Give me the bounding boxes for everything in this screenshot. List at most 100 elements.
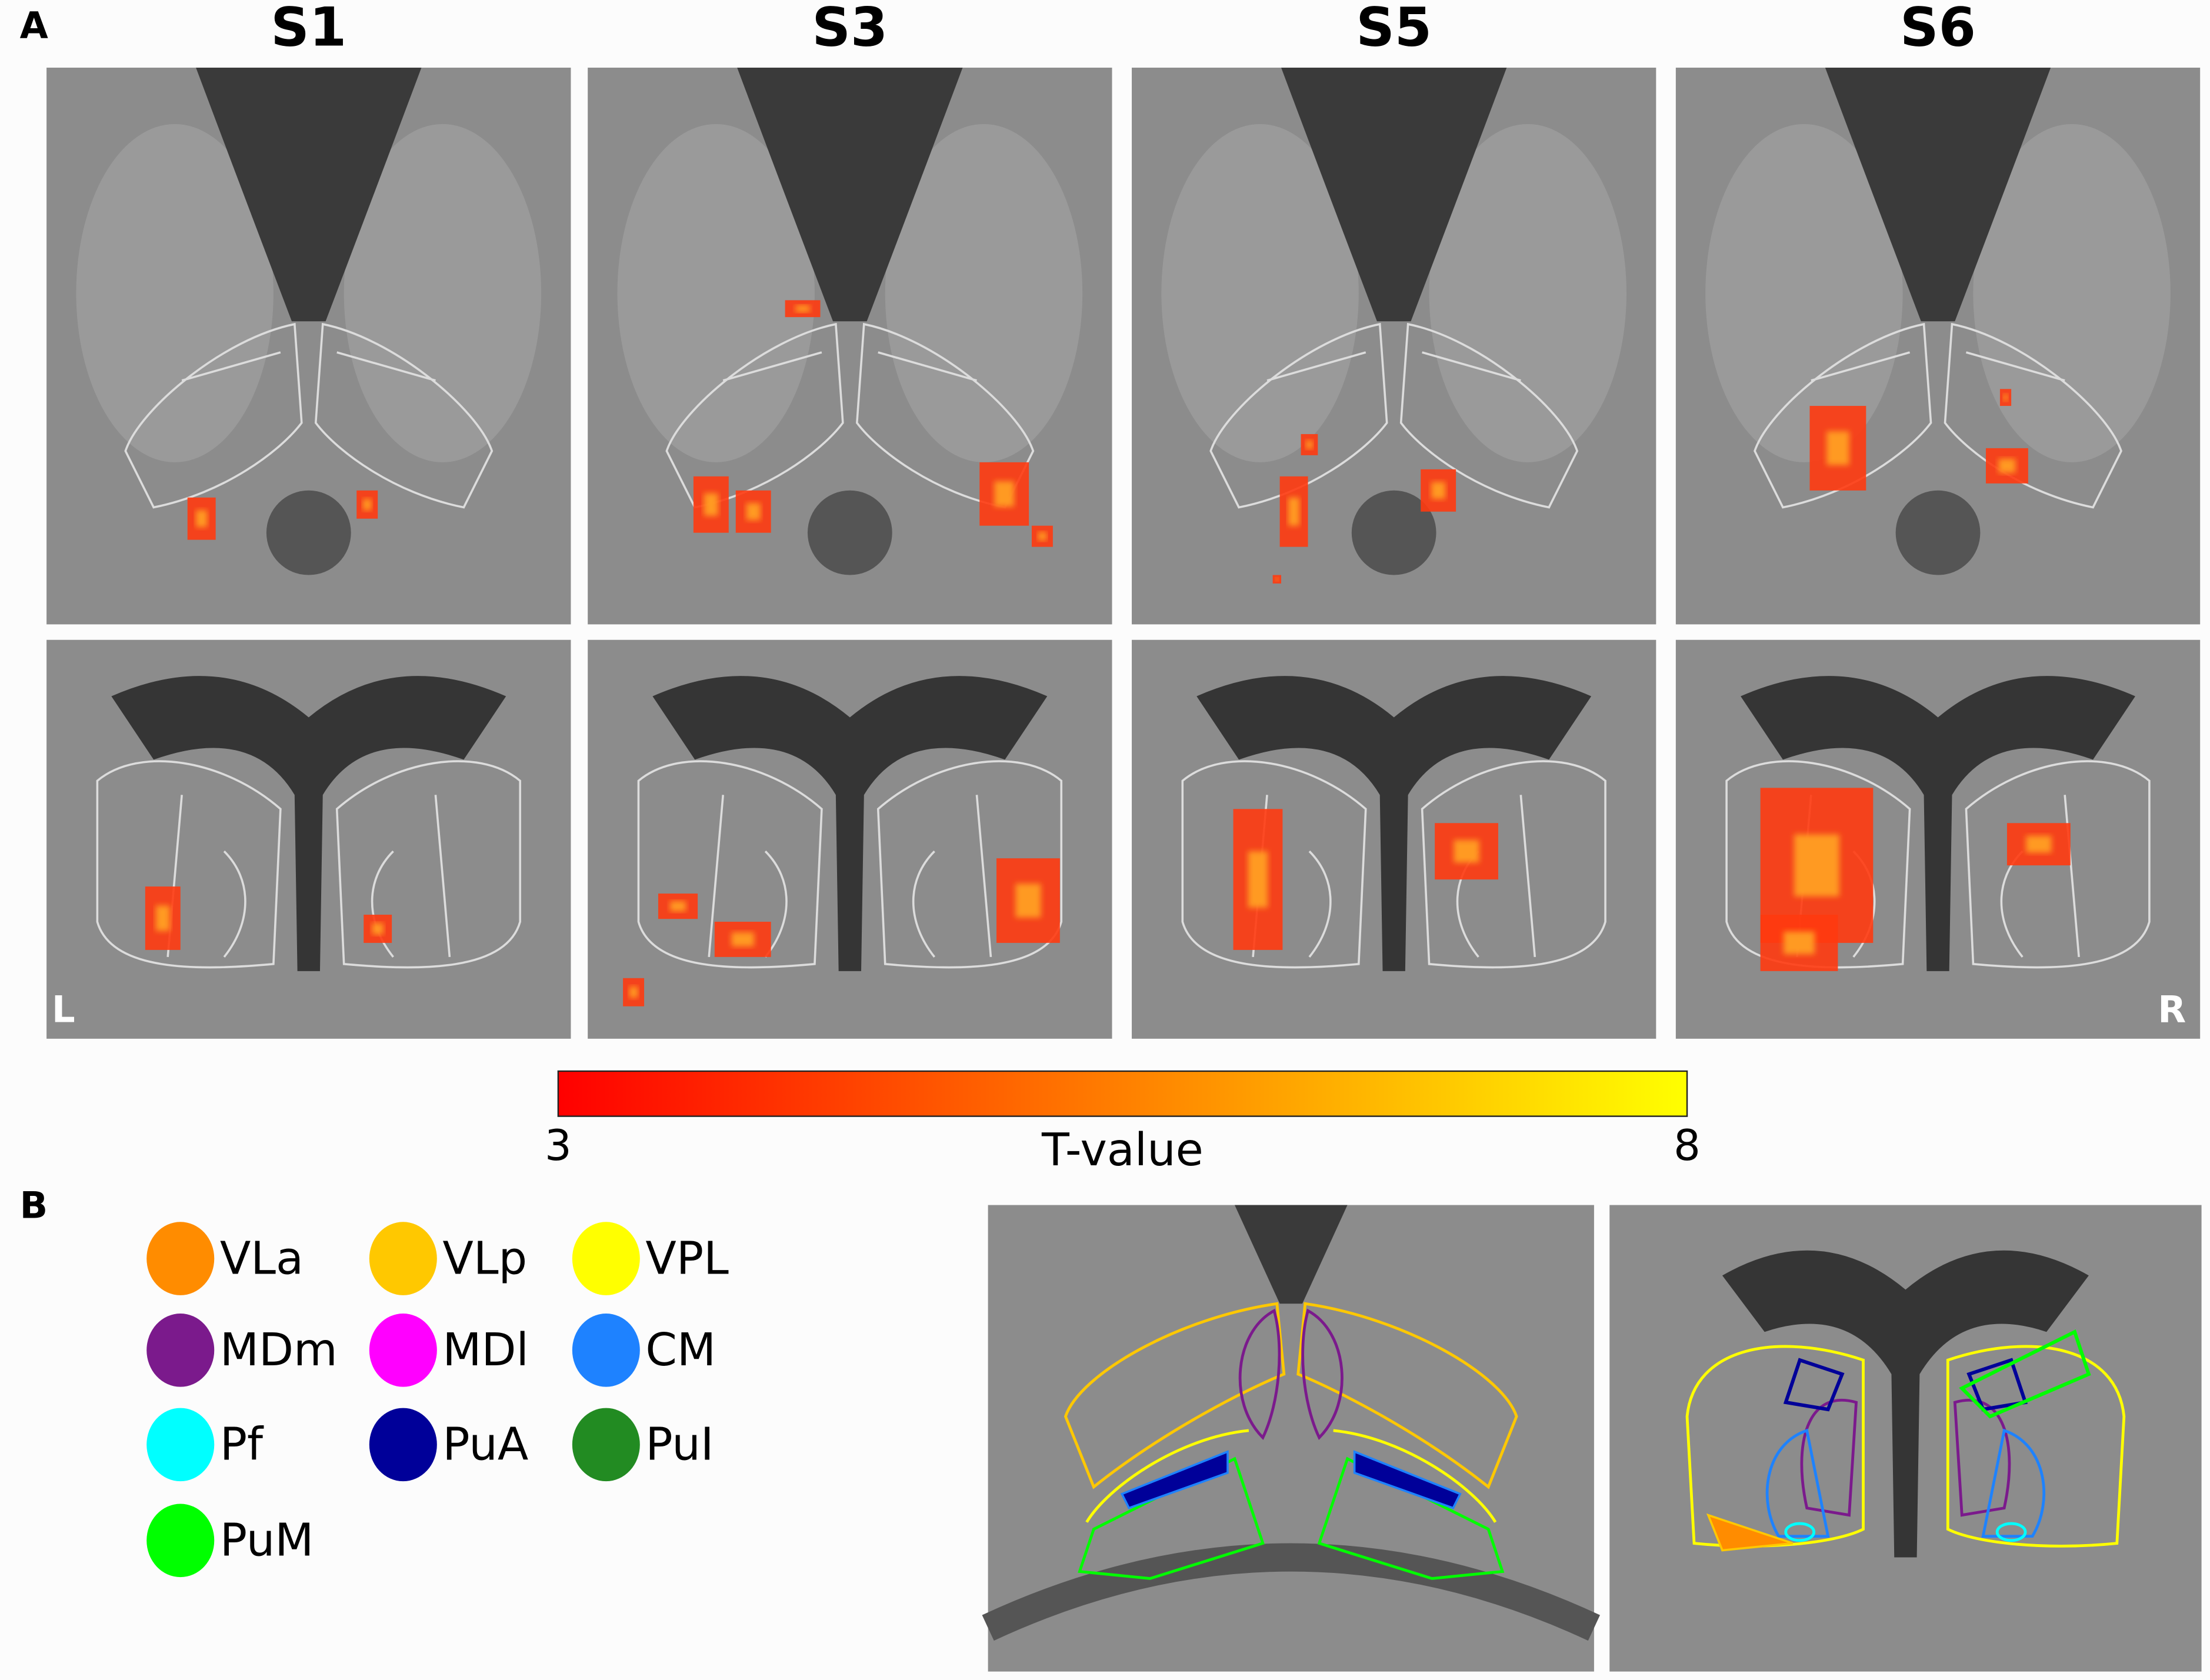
panel-label: B [20,1184,48,1226]
atlas-outline [1946,1345,2126,1548]
ventricle [1895,490,1981,575]
activation-core [363,499,372,511]
ventricle [266,490,351,575]
ventricle [1351,490,1436,575]
activation-core [2003,394,2008,401]
mri-panels [46,68,2202,1672]
activation-core [704,493,718,516]
activation-core [155,905,170,931]
atlas-outline [1085,1429,1249,1523]
atlas-outline [1301,1308,1344,1440]
atlas-outline [1765,1428,1830,1538]
activation-core [1431,482,1446,499]
legend-label: PuI [645,1419,714,1471]
atlas-outline [1981,1428,2046,1538]
panel-label: A [20,4,48,47]
ventricle [737,68,963,322]
ventricle [1281,68,1507,322]
activation-core [731,932,754,946]
tissue [76,124,274,462]
activation-core [994,481,1014,507]
nucleus-outline [637,760,1063,969]
activation-core [1826,431,1849,465]
legend-label: VLa [220,1232,304,1285]
subject-label: S5 [1356,0,1432,59]
tissue [344,124,542,462]
activation-core [1248,851,1268,908]
legend-swatch [146,1408,215,1482]
atlas-outline [1706,1513,1794,1552]
legend-label: PuM [220,1515,314,1567]
activation-core [670,901,686,912]
ventricle [1741,676,2135,971]
legend-swatch [369,1408,437,1482]
nucleus-outline [124,322,494,509]
ventricle [111,676,506,971]
tissue [1161,124,1359,462]
atlas-outline [1078,1456,1265,1580]
atlas-outline [1120,1450,1229,1509]
activation-core [795,305,810,312]
activation-core [2026,835,2052,853]
atlas-outline [1783,1358,1845,1412]
legend-label: CM [645,1324,716,1376]
tissue [1973,124,2171,462]
colorbar [557,1070,1688,1117]
atlas-outline [1238,1308,1281,1440]
ventricle [196,68,422,322]
activation-core [196,510,208,528]
activation-core [1784,931,1815,955]
legend-label: PuA [442,1419,528,1471]
ventricle [652,676,1048,971]
activation-core [629,986,638,998]
activation-core [746,503,761,521]
hemisphere-label: L [52,988,75,1031]
subject-label: S3 [812,0,888,59]
ventricle [807,490,892,575]
nucleus-outline [96,760,521,969]
tissue [617,124,815,462]
atlas-outline [1333,1429,1497,1523]
activation-core [1288,497,1300,526]
legend-label: MDl [442,1324,528,1376]
activation-core [1275,577,1279,581]
legend-swatch [572,1314,640,1387]
legend-swatch [146,1222,215,1295]
arc [982,1543,1600,1641]
subject-label: S1 [271,0,346,59]
nucleus-outline [1209,322,1579,509]
activation-core [1306,440,1313,449]
activation-core [1454,840,1479,863]
legend-swatch [369,1314,437,1387]
hemisphere-label: R [2158,988,2186,1031]
legend-swatch [369,1222,437,1295]
atlas-outline [1784,1522,1816,1542]
tissue [1429,124,1627,462]
legend-swatch [146,1314,215,1387]
nucleus-outline [665,322,1035,509]
legend-swatch [572,1222,640,1295]
colorbar-tick-label: 3 [545,1121,572,1170]
ventricle [1234,1205,1348,1304]
legend-swatch [572,1408,640,1482]
atlas-outline [1959,1329,2091,1419]
ventricle [1196,676,1592,971]
legend-label: VLp [442,1232,527,1285]
subject-label: S6 [1900,0,1976,59]
atlas-outline [1995,1522,2027,1542]
ventricle [1722,1250,2089,1558]
activation-core [1998,458,2016,473]
colorbar-label: T-value [1041,1124,1204,1176]
atlas-outline [1353,1450,1462,1509]
tissue [885,124,1083,462]
colorbar-tick-label: 8 [1674,1121,1701,1170]
activation-core [1038,532,1047,541]
ventricle [1825,68,2051,322]
atlas-outline [1800,1398,1858,1517]
legend-swatch [146,1504,215,1578]
atlas-outline [1317,1456,1505,1580]
activation-core [1015,884,1041,918]
activation-core [372,923,384,935]
